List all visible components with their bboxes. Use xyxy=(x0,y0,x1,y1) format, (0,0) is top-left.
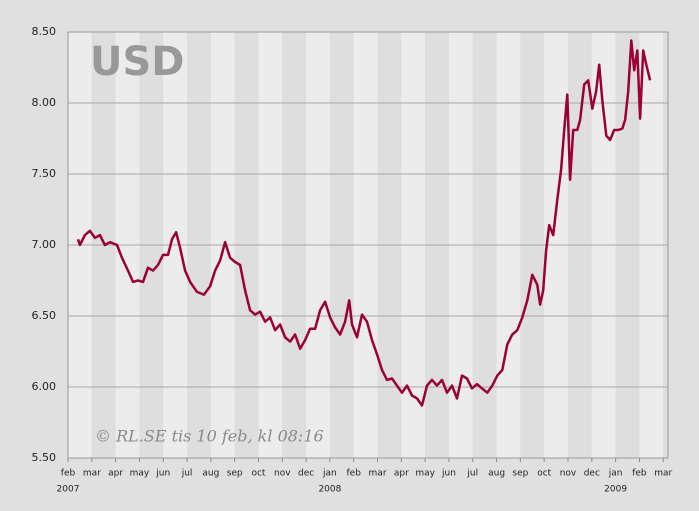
y-tick-label: 6.50 xyxy=(32,309,57,322)
y-tick-label: 5.50 xyxy=(32,451,57,464)
x-tick-label: sep xyxy=(512,469,528,479)
x-tick-label: dec xyxy=(584,469,600,479)
grid xyxy=(67,31,669,462)
x-tick-label: apr xyxy=(394,469,409,479)
x-tick-label: dec xyxy=(298,469,314,479)
x-tick-label: mar xyxy=(83,469,101,479)
x-tick-label: jan xyxy=(608,469,623,479)
y-tick-label: 7.00 xyxy=(32,238,57,251)
x-tick-label: nov xyxy=(274,469,291,479)
x-tick-label: jul xyxy=(466,469,478,479)
x-tick-label: jan xyxy=(322,469,337,479)
watermark-title: USD xyxy=(90,39,185,85)
y-tick-label: 7.50 xyxy=(32,167,57,180)
x-tick-label: jun xyxy=(155,469,170,479)
year-label: 2008 xyxy=(318,485,341,495)
y-tick-label: 8.50 xyxy=(32,25,57,38)
year-label: 2007 xyxy=(57,485,80,495)
x-tick-label: aug xyxy=(202,469,219,479)
y-tick-label: 8.00 xyxy=(32,96,57,109)
x-tick-label: oct xyxy=(537,469,551,479)
x-tick-label: jun xyxy=(441,469,456,479)
x-tick-label: sep xyxy=(227,469,243,479)
x-tick-label: feb xyxy=(347,469,362,479)
y-tick-label: 6.00 xyxy=(32,380,57,393)
price-line xyxy=(76,39,652,407)
x-tick-label: aug xyxy=(488,469,505,479)
x-tick-label: jul xyxy=(181,469,193,479)
x-tick-label: mar xyxy=(369,469,387,479)
stripes xyxy=(68,32,668,458)
plot-frame xyxy=(67,31,669,459)
x-tick-label: mar xyxy=(654,469,672,479)
x-tick-label: feb xyxy=(61,469,76,479)
x-tick-label: may xyxy=(415,469,435,479)
x-tick-label: nov xyxy=(560,469,577,479)
x-tick-label: feb xyxy=(632,469,647,479)
x-tick-label: apr xyxy=(108,469,123,479)
year-label: 2009 xyxy=(604,485,627,495)
x-tick-label: oct xyxy=(251,469,265,479)
lines xyxy=(76,39,652,407)
x-tick-label: may xyxy=(130,469,150,479)
copyright-annotation: © RL.SE tis 10 feb, kl 08:16 xyxy=(95,427,324,446)
